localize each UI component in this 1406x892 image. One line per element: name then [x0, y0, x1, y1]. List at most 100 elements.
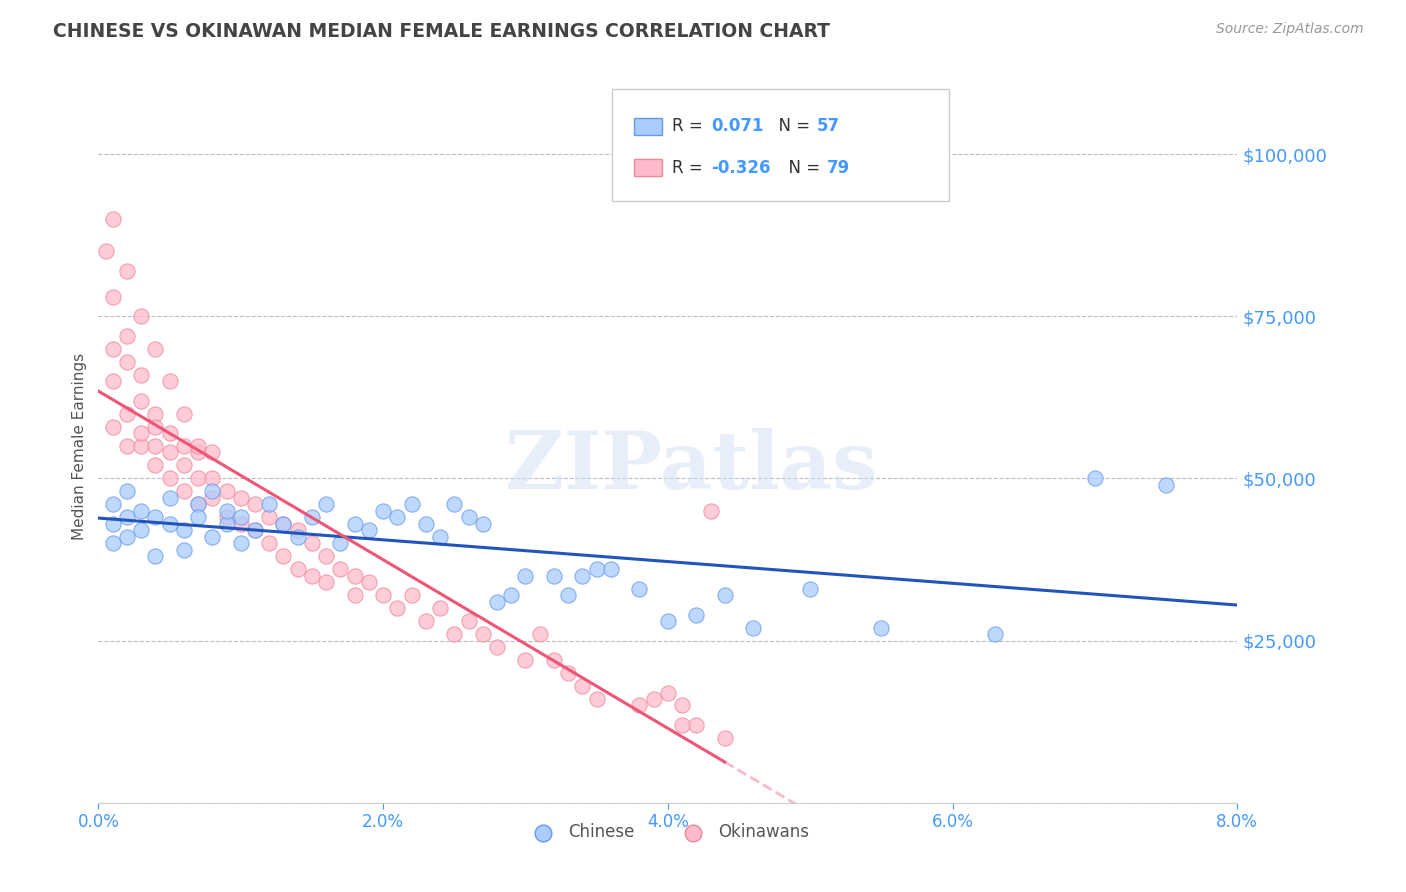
Text: ZIPatlas: ZIPatlas [505, 428, 877, 507]
Point [173, 524, 195, 538]
Text: N =: N = [778, 159, 825, 177]
Point [187, 497, 209, 511]
Point [529, 627, 551, 641]
Point [387, 601, 409, 615]
Point [101, 419, 124, 434]
Point [287, 530, 309, 544]
Point [714, 588, 737, 602]
Point [215, 516, 238, 531]
Point [287, 524, 309, 538]
Point [1084, 471, 1107, 485]
Point [301, 536, 323, 550]
Point [329, 536, 352, 550]
Point [273, 516, 295, 531]
Point [215, 510, 238, 524]
Point [515, 653, 537, 667]
Point [287, 562, 309, 576]
Point [515, 568, 537, 582]
Point [357, 575, 380, 590]
Text: R =: R = [672, 159, 709, 177]
Point [101, 342, 124, 356]
Point [699, 504, 721, 518]
Point [486, 640, 509, 654]
Point [201, 484, 224, 499]
Point [173, 458, 195, 473]
Point [243, 524, 266, 538]
Point [115, 439, 138, 453]
Point [115, 328, 138, 343]
Point [145, 407, 167, 421]
Point [415, 516, 437, 531]
Point [187, 497, 209, 511]
Point [685, 718, 707, 732]
Point [543, 653, 565, 667]
Text: 0.071: 0.071 [711, 118, 763, 136]
Point [273, 549, 295, 564]
Point [101, 516, 124, 531]
Point [173, 542, 195, 557]
Text: CHINESE VS OKINAWAN MEDIAN FEMALE EARNINGS CORRELATION CHART: CHINESE VS OKINAWAN MEDIAN FEMALE EARNIN… [53, 22, 831, 41]
Point [301, 568, 323, 582]
Point [443, 497, 465, 511]
Point [471, 627, 494, 641]
Point [159, 516, 181, 531]
Point [343, 588, 366, 602]
Point [201, 445, 224, 459]
Point [643, 692, 665, 706]
Point [357, 524, 380, 538]
Point [1154, 478, 1177, 492]
Point [557, 666, 579, 681]
Point [129, 524, 152, 538]
Point [129, 439, 152, 453]
Point [173, 407, 195, 421]
Point [984, 627, 1007, 641]
Point [173, 484, 195, 499]
Point [173, 439, 195, 453]
Point [329, 562, 352, 576]
Point [145, 342, 167, 356]
Point [229, 491, 252, 505]
Point [585, 562, 607, 576]
Point [557, 588, 579, 602]
Point [401, 497, 423, 511]
Point [145, 510, 167, 524]
Point [471, 516, 494, 531]
Point [129, 425, 152, 440]
Point [870, 621, 893, 635]
Point [685, 607, 707, 622]
Point [94, 244, 117, 259]
Point [457, 614, 479, 628]
Text: R =: R = [672, 118, 709, 136]
Point [159, 374, 181, 388]
Point [657, 685, 679, 699]
Point [543, 568, 565, 582]
Y-axis label: Median Female Earnings: Median Female Earnings [72, 352, 87, 540]
Text: 79: 79 [827, 159, 851, 177]
Point [486, 595, 509, 609]
Point [315, 497, 337, 511]
Point [101, 536, 124, 550]
Point [259, 536, 281, 550]
Point [215, 504, 238, 518]
Point [101, 374, 124, 388]
Point [129, 368, 152, 382]
Point [415, 614, 437, 628]
Point [457, 510, 479, 524]
Point [585, 692, 607, 706]
Point [501, 588, 523, 602]
Point [671, 718, 693, 732]
Point [101, 211, 124, 226]
Point [714, 731, 737, 745]
Text: -0.326: -0.326 [711, 159, 770, 177]
Point [343, 516, 366, 531]
Point [101, 497, 124, 511]
Point [145, 419, 167, 434]
Point [129, 393, 152, 408]
Text: Source: ZipAtlas.com: Source: ZipAtlas.com [1216, 22, 1364, 37]
Point [600, 562, 623, 576]
Point [229, 536, 252, 550]
Point [301, 510, 323, 524]
Point [159, 425, 181, 440]
Point [628, 698, 651, 713]
Point [187, 445, 209, 459]
